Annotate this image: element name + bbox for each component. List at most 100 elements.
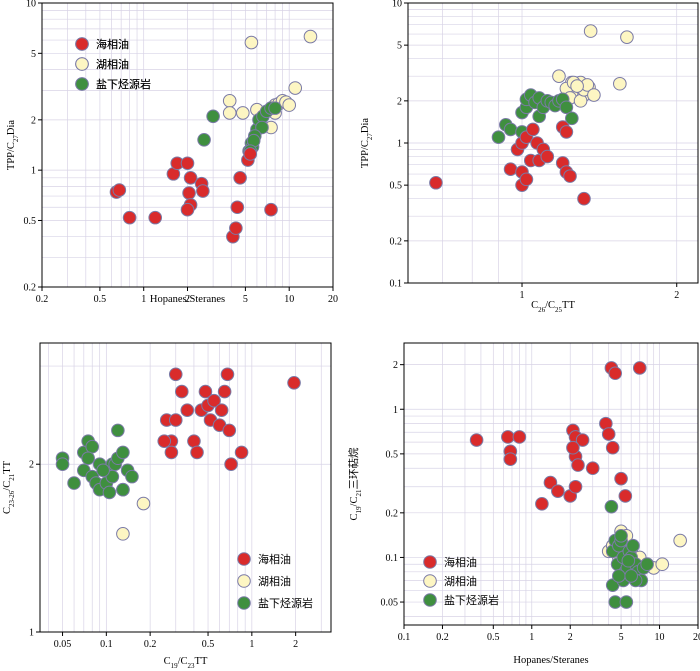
plot-frame: [39, 342, 332, 633]
point-marine: [608, 366, 623, 381]
point-marine: [187, 434, 201, 448]
panel-top-left: 0.2 0.5 1 2 5 10 20 0.2 0.5 1 2 5 10 Hopanes/Steranes…: [6, 0, 338, 305]
legend-label-marine: 海相油: [444, 555, 477, 569]
point-marine: [207, 393, 221, 408]
data-points: [55, 367, 301, 541]
point-marine: [234, 445, 249, 460]
y-axis-label: TPP/C27Dia: [360, 118, 374, 169]
point-subsalt: [624, 569, 638, 583]
point-subsalt: [268, 101, 282, 115]
point-subsalt: [81, 451, 95, 466]
legend-marker-subsalt: [75, 77, 89, 91]
x-tick-label: 10: [655, 632, 665, 643]
point-subsalt: [96, 463, 110, 478]
point-marine: [229, 221, 243, 235]
point-lacustrine: [552, 69, 566, 84]
y-tick-label: 10: [26, 0, 36, 10]
legend-label-lacustrine: 湖相油: [96, 57, 129, 71]
point-lacustrine: [222, 106, 237, 120]
point-marine: [217, 384, 232, 399]
data-points: [109, 29, 318, 244]
x-tick-label: 0.1: [100, 639, 113, 650]
point-marine: [168, 413, 183, 427]
legend-marker-subsalt: [237, 596, 251, 610]
legend-label-subsalt: 盐下烃源岩: [96, 77, 151, 91]
point-marine: [503, 452, 518, 467]
point-marine: [543, 475, 558, 490]
legend-marker-lacustrine: [237, 574, 251, 588]
y-tick-label: 5: [31, 49, 36, 60]
point-lacustrine: [655, 557, 670, 572]
x-axis-label: Hopanes/Steranes: [150, 294, 225, 305]
point-marine: [551, 484, 565, 498]
point-subsalt: [612, 569, 626, 583]
panel-bottom-right: 0.1 0.2 0.5 1 2 5 10 20 0.05 0.1 0.2 0.5 1 2 Hopanes/S…: [347, 342, 700, 666]
point-lacustrine: [244, 35, 259, 50]
legend-marker-lacustrine: [423, 574, 437, 588]
x-axis-label: Hopanes/Steranes: [513, 655, 588, 666]
point-subsalt: [85, 439, 100, 454]
point-marine: [230, 200, 245, 215]
point-marine: [243, 147, 258, 161]
point-marine: [174, 384, 189, 399]
point-marine: [601, 427, 616, 441]
point-marine: [287, 375, 301, 390]
y-tick-label: 1: [397, 139, 402, 150]
point-lacustrine: [136, 496, 151, 511]
y-tick-label: 0.5: [390, 181, 403, 192]
point-subsalt: [111, 423, 125, 438]
point-marine: [122, 210, 137, 225]
point-marine: [566, 440, 580, 455]
y-tick-label: 0.2: [24, 283, 37, 294]
point-subsalt: [619, 595, 634, 609]
legend-label-lacustrine: 湖相油: [258, 574, 291, 588]
point-marine: [585, 461, 600, 476]
point-marine: [214, 403, 229, 418]
panel-bottom-left: 0.05 0.1 0.2 0.5 1 2 1 2 C19/C23TT C23-26/C21TT 海相…: [2, 342, 332, 670]
point-subsalt: [55, 457, 70, 472]
point-subsalt: [197, 132, 211, 147]
point-subsalt: [503, 122, 518, 137]
y-tick-label: 0.05: [381, 598, 399, 609]
y-tick-label: 2: [397, 96, 402, 107]
point-marine: [429, 175, 443, 190]
point-marine: [535, 497, 549, 511]
x-tick-label: 0.05: [54, 639, 72, 650]
point-marine: [575, 433, 590, 447]
y-tick-label: 2: [393, 360, 398, 371]
point-marine: [559, 125, 574, 139]
panel-top-right: 1 2 0.1 0.2 0.5 1 2 5 10 C26/C25TT TPP/C27Dia 海相油湖相…: [75, 0, 699, 314]
y-tick-label: 1: [29, 628, 34, 639]
x-tick-label: 0.5: [487, 632, 500, 643]
y-tick-label: 1: [393, 405, 398, 416]
point-marine: [577, 191, 591, 206]
y-tick-label: 0.5: [386, 449, 399, 460]
point-marine: [605, 440, 620, 455]
y-axis-label: C19/C21三环萜烷: [347, 447, 363, 520]
point-marine: [112, 183, 127, 197]
point-marine: [168, 367, 183, 382]
x-tick-label: 0.2: [436, 632, 449, 643]
point-subsalt: [491, 130, 506, 145]
x-tick-label: 20: [328, 294, 338, 305]
x-tick-label: 2: [185, 294, 190, 305]
point-marine: [233, 171, 247, 185]
x-tick-label: 0.2: [36, 294, 49, 305]
x-tick-label: 1: [529, 632, 534, 643]
legend-label-marine: 海相油: [96, 37, 129, 51]
point-subsalt: [206, 109, 220, 124]
point-marine: [198, 384, 213, 399]
y-tick-label: 0.2: [390, 236, 403, 247]
point-marine: [568, 479, 583, 494]
point-marine: [519, 172, 534, 187]
point-marine: [512, 430, 527, 444]
legend-label-marine: 海相油: [96, 37, 129, 51]
legend-label-subsalt: 盐下烃源岩: [444, 593, 499, 607]
point-lacustrine: [282, 98, 297, 112]
point-lacustrine: [620, 30, 634, 44]
point-subsalt: [640, 557, 654, 572]
point-marine: [148, 210, 163, 225]
point-marine: [157, 434, 172, 448]
y-axis-label: C23-26/C21TT: [2, 460, 16, 514]
point-marine: [614, 471, 628, 486]
